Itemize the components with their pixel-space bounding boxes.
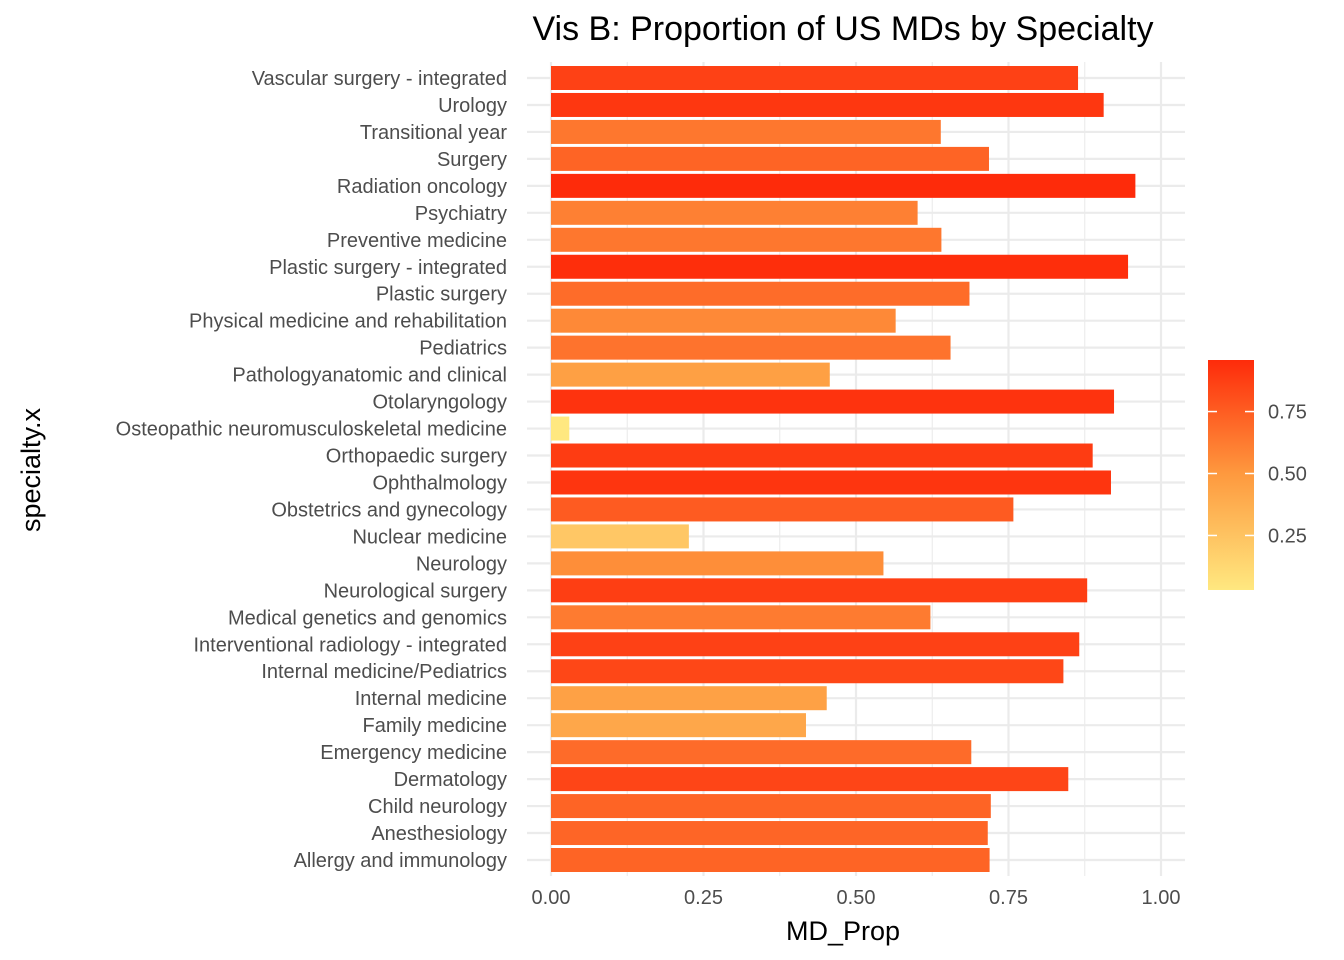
- bar: [551, 686, 827, 711]
- bar: [551, 794, 991, 819]
- bar: [551, 335, 951, 360]
- bar: [551, 173, 1136, 198]
- bar: [551, 416, 570, 441]
- bar: [551, 92, 1104, 117]
- category-label: Nuclear medicine: [352, 526, 507, 548]
- category-label: Ophthalmology: [372, 472, 507, 494]
- category-label: Plastic surgery: [376, 284, 507, 306]
- bar: [551, 389, 1115, 414]
- bar: [551, 578, 1088, 603]
- color-legend: 0.25 0.50 0.75: [1208, 360, 1307, 590]
- category-label: Physical medicine and rehabilitation: [189, 311, 507, 333]
- category-label: Radiation oncology: [337, 176, 507, 198]
- bar: [551, 659, 1064, 684]
- bar: [551, 524, 689, 549]
- category-label: Preventive medicine: [327, 230, 507, 252]
- bar: [551, 362, 830, 387]
- category-label: Neurology: [416, 553, 507, 575]
- x-tick-labels: 0.00 0.25 0.50 0.75 1.00: [532, 887, 1181, 909]
- category-label: Orthopaedic surgery: [326, 446, 507, 468]
- category-label: Allergy and immunology: [294, 850, 507, 872]
- category-label: Pathologyanatomic and clinical: [232, 365, 507, 387]
- legend-ticks: 0.25 0.50 0.75: [1208, 402, 1307, 547]
- category-label: Vascular surgery - integrated: [252, 68, 507, 90]
- bar: [551, 821, 988, 846]
- category-label: Otolaryngology: [372, 392, 507, 414]
- category-label: Pediatrics: [419, 338, 507, 360]
- bar: [551, 767, 1069, 792]
- category-label: Plastic surgery - integrated: [269, 257, 507, 279]
- category-label: Transitional year: [360, 122, 507, 144]
- bar: [551, 605, 931, 630]
- bar: [551, 740, 972, 765]
- bar: [551, 146, 989, 171]
- category-label: Urology: [438, 95, 507, 117]
- x-tick-label: 0.50: [837, 887, 876, 909]
- category-label: Neurological surgery: [324, 580, 507, 602]
- chart-title: Vis B: Proportion of US MDs by Specialty: [532, 10, 1153, 48]
- category-label: Medical genetics and genomics: [228, 607, 507, 629]
- bar: [551, 551, 884, 576]
- bar: [551, 227, 942, 252]
- bar: [551, 713, 806, 738]
- bar: [551, 281, 970, 306]
- legend-tick-label: 0.50: [1268, 464, 1307, 486]
- bar: [551, 66, 1079, 90]
- category-label: Surgery: [437, 149, 507, 171]
- category-label: Psychiatry: [415, 203, 507, 225]
- legend-tick-label: 0.75: [1268, 402, 1307, 424]
- bar: [551, 119, 941, 144]
- bar: [551, 308, 896, 333]
- category-label: Child neurology: [368, 796, 507, 818]
- bar: [551, 497, 1014, 522]
- legend-tick-label: 0.25: [1268, 525, 1307, 547]
- category-label: Family medicine: [363, 715, 507, 737]
- category-label: Interventional radiology - integrated: [193, 634, 507, 656]
- x-axis-title: MD_Prop: [786, 916, 900, 946]
- bar: [551, 470, 1111, 495]
- bar: [551, 200, 918, 225]
- category-label: Obstetrics and gynecology: [271, 499, 507, 521]
- category-label: Osteopathic neuromusculoskeletal medicin…: [116, 419, 507, 441]
- legend-color-bar: [1208, 360, 1254, 590]
- bar: [551, 254, 1129, 279]
- category-label: Anesthesiology: [371, 823, 507, 845]
- bars: [551, 66, 1136, 872]
- x-tick-label: 0.75: [989, 887, 1028, 909]
- bar: [551, 632, 1080, 657]
- x-tick-label: 1.00: [1142, 887, 1181, 909]
- x-tick-label: 0.00: [532, 887, 571, 909]
- category-labels: Vascular surgery - integrated Urology Tran…: [116, 68, 508, 872]
- bar: [551, 443, 1093, 468]
- category-label: Internal medicine: [355, 688, 507, 710]
- category-label: Dermatology: [394, 769, 507, 791]
- bar: [551, 848, 990, 872]
- x-tick-label: 0.25: [684, 887, 723, 909]
- category-label: Emergency medicine: [320, 742, 507, 764]
- category-label: Internal medicine/Pediatrics: [261, 661, 507, 683]
- y-axis-title: specialty.x: [16, 407, 46, 532]
